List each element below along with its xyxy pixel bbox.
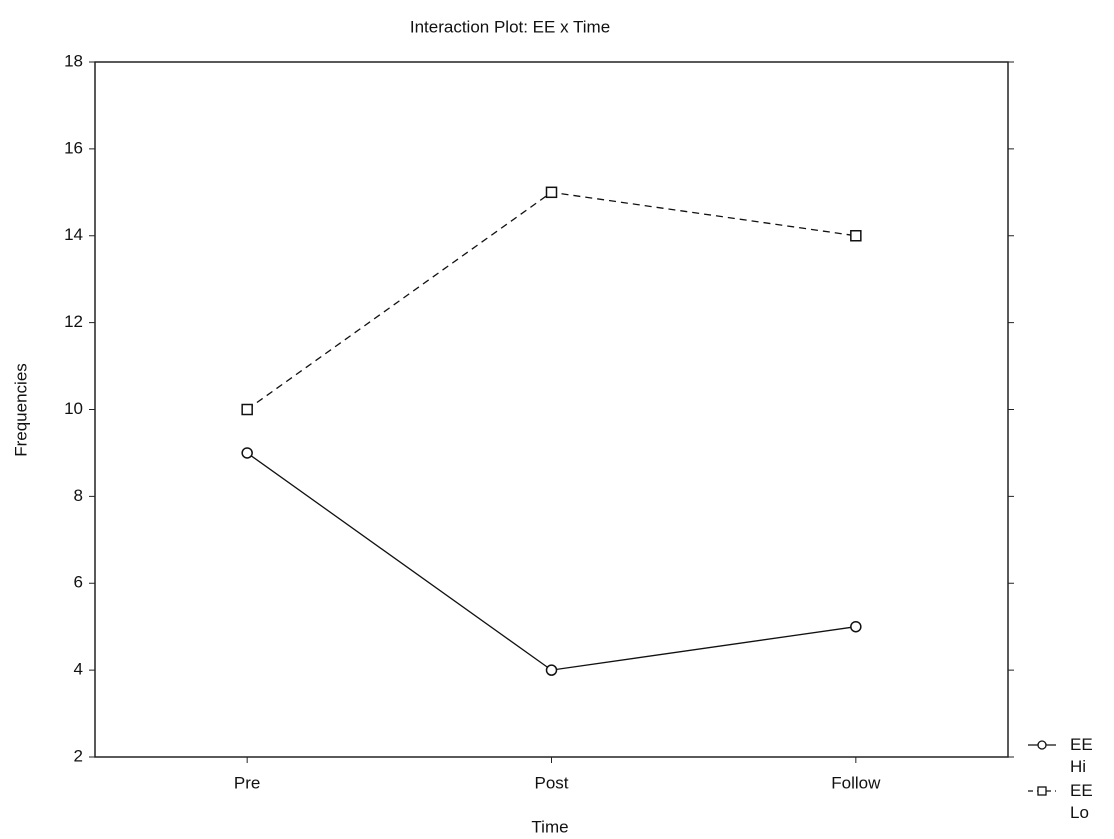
legend-label: EE Lo — [1070, 781, 1093, 822]
x-tick-label: Post — [534, 773, 568, 792]
legend-marker — [1037, 740, 1047, 750]
y-tick-label: 6 — [74, 573, 83, 592]
y-axis-label: Frequencies — [11, 363, 30, 457]
y-tick-label: 2 — [74, 746, 83, 765]
y-tick-label: 10 — [64, 399, 83, 418]
x-tick-label: Follow — [831, 773, 881, 792]
point — [241, 403, 253, 416]
legend-label: EE Hi — [1070, 735, 1093, 776]
point — [850, 620, 862, 633]
y-tick-label: 12 — [64, 312, 83, 331]
x-tick-label: Pre — [234, 773, 260, 792]
y-tick-label: 8 — [74, 486, 83, 505]
series-line — [246, 452, 856, 671]
point — [241, 447, 253, 459]
point — [850, 230, 862, 242]
x-axis-label: Time — [531, 817, 568, 836]
y-tick-label: 4 — [74, 660, 83, 679]
y-tick-label: 16 — [64, 138, 83, 157]
series-line — [246, 191, 856, 411]
y-tick-label: 14 — [64, 225, 83, 244]
point — [545, 664, 558, 676]
y-tick-label: 18 — [64, 51, 83, 70]
legend-marker — [1037, 786, 1047, 796]
point — [545, 186, 558, 199]
plot-frame — [94, 61, 1009, 758]
chart-title: Interaction Plot: EE x Time — [410, 17, 610, 36]
